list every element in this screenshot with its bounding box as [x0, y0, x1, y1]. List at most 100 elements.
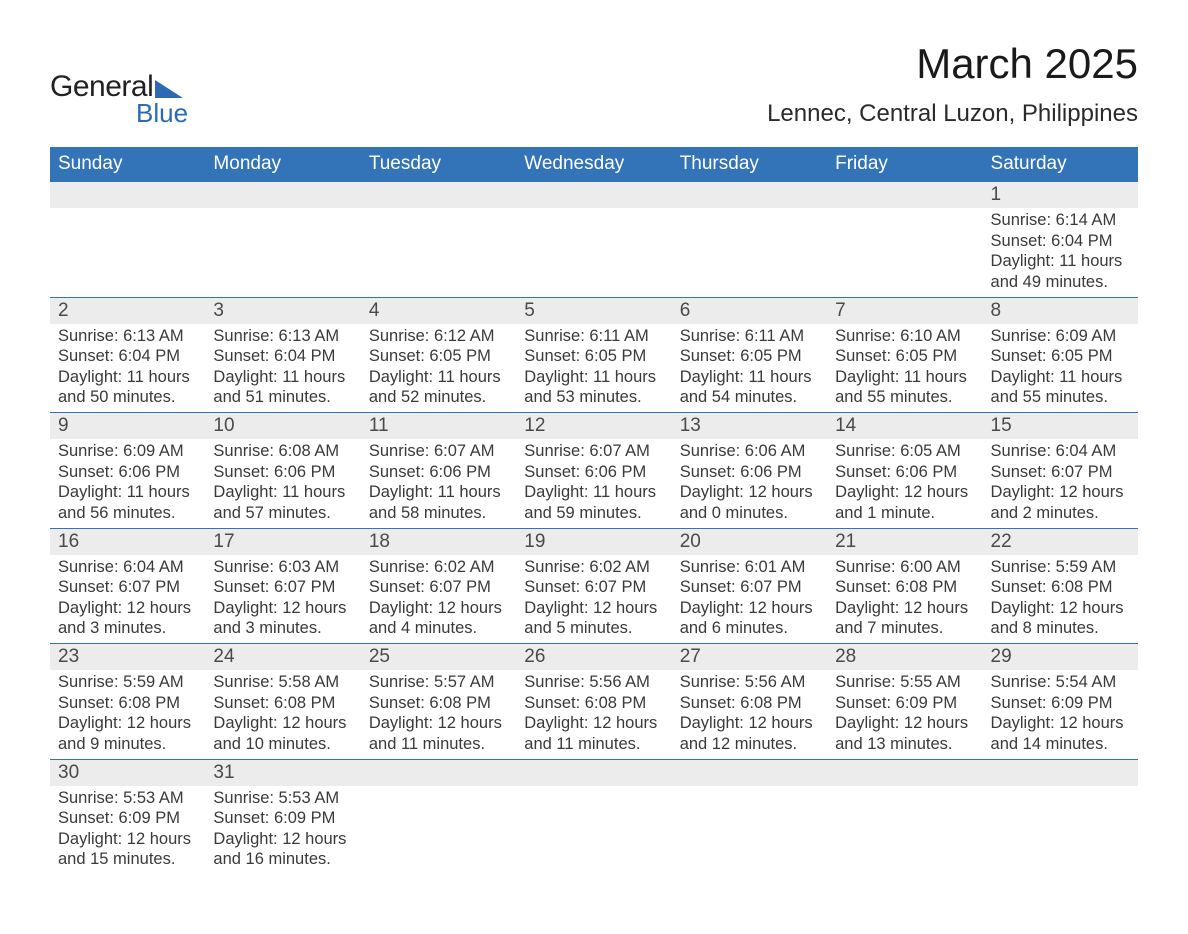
sunrise-text: Sunrise: 6:02 AM [369, 557, 508, 578]
day-number-cell [672, 182, 827, 209]
day-number-cell: 27 [672, 644, 827, 671]
daylight-text: and 4 minutes. [369, 618, 508, 639]
weekday-header-row: Sunday Monday Tuesday Wednesday Thursday… [50, 147, 1138, 182]
sunrise-text: Sunrise: 5:56 AM [680, 672, 819, 693]
daylight-text: and 16 minutes. [213, 849, 352, 870]
day-number-cell [516, 182, 671, 209]
day-number-cell: 18 [361, 528, 516, 555]
day-number-cell: 1 [983, 182, 1138, 209]
sunset-text: Sunset: 6:07 PM [369, 577, 508, 598]
sunset-text: Sunset: 6:09 PM [835, 693, 974, 714]
brand-blue: Blue [136, 98, 188, 129]
day-number-cell [983, 759, 1138, 786]
daylight-text: and 53 minutes. [524, 387, 663, 408]
sunset-text: Sunset: 6:05 PM [524, 346, 663, 367]
day-number-cell: 9 [50, 413, 205, 440]
daylight-text: and 10 minutes. [213, 734, 352, 755]
sunset-text: Sunset: 6:07 PM [680, 577, 819, 598]
day-detail-cell: Sunrise: 6:06 AMSunset: 6:06 PMDaylight:… [672, 439, 827, 528]
sunrise-text: Sunrise: 6:09 AM [991, 326, 1130, 347]
day-number-cell [672, 759, 827, 786]
day-number-cell: 16 [50, 528, 205, 555]
sunset-text: Sunset: 6:06 PM [58, 462, 197, 483]
day-detail-cell: Sunrise: 5:54 AMSunset: 6:09 PMDaylight:… [983, 670, 1138, 759]
day-number-cell: 19 [516, 528, 671, 555]
sunset-text: Sunset: 6:06 PM [835, 462, 974, 483]
sunset-text: Sunset: 6:08 PM [213, 693, 352, 714]
sunset-text: Sunset: 6:09 PM [991, 693, 1130, 714]
daylight-text: and 56 minutes. [58, 503, 197, 524]
sunset-text: Sunset: 6:09 PM [58, 808, 197, 829]
daylight-text: and 9 minutes. [58, 734, 197, 755]
header-bar: General Blue March 2025 Lennec, Central … [50, 40, 1138, 129]
detail-row: Sunrise: 6:13 AMSunset: 6:04 PMDaylight:… [50, 324, 1138, 413]
day-number-cell: 3 [205, 297, 360, 324]
daylight-text: and 7 minutes. [835, 618, 974, 639]
daylight-text: Daylight: 12 hours [213, 598, 352, 619]
day-detail-cell [205, 208, 360, 297]
day-number-cell [361, 182, 516, 209]
day-detail-cell: Sunrise: 6:05 AMSunset: 6:06 PMDaylight:… [827, 439, 982, 528]
daylight-text: and 52 minutes. [369, 387, 508, 408]
daylight-text: Daylight: 12 hours [835, 598, 974, 619]
daylight-text: Daylight: 11 hours [58, 482, 197, 503]
daylight-text: and 1 minute. [835, 503, 974, 524]
calendar-table: Sunday Monday Tuesday Wednesday Thursday… [50, 147, 1138, 874]
daylight-text: Daylight: 11 hours [835, 367, 974, 388]
weekday-header: Saturday [983, 147, 1138, 182]
daylight-text: and 15 minutes. [58, 849, 197, 870]
day-number-cell: 23 [50, 644, 205, 671]
daylight-text: and 5 minutes. [524, 618, 663, 639]
daylight-text: Daylight: 12 hours [991, 482, 1130, 503]
day-number-cell: 8 [983, 297, 1138, 324]
day-detail-cell: Sunrise: 6:12 AMSunset: 6:05 PMDaylight:… [361, 324, 516, 413]
daylight-text: Daylight: 12 hours [991, 713, 1130, 734]
daylight-text: and 11 minutes. [524, 734, 663, 755]
day-detail-cell: Sunrise: 5:58 AMSunset: 6:08 PMDaylight:… [205, 670, 360, 759]
detail-row: Sunrise: 6:04 AMSunset: 6:07 PMDaylight:… [50, 555, 1138, 644]
sunrise-text: Sunrise: 5:58 AM [213, 672, 352, 693]
page-title: March 2025 [767, 40, 1138, 88]
daylight-text: Daylight: 12 hours [369, 713, 508, 734]
daynum-row: 23242526272829 [50, 644, 1138, 671]
sunrise-text: Sunrise: 6:12 AM [369, 326, 508, 347]
day-detail-cell [672, 208, 827, 297]
daylight-text: Daylight: 11 hours [991, 367, 1130, 388]
daynum-row: 1 [50, 182, 1138, 209]
daylight-text: Daylight: 12 hours [835, 713, 974, 734]
sunrise-text: Sunrise: 6:00 AM [835, 557, 974, 578]
brand-logo: General Blue [50, 70, 188, 129]
day-detail-cell [361, 786, 516, 875]
sunset-text: Sunset: 6:05 PM [680, 346, 819, 367]
day-detail-cell [672, 786, 827, 875]
daylight-text: Daylight: 12 hours [835, 482, 974, 503]
day-number-cell [827, 182, 982, 209]
daylight-text: Daylight: 11 hours [991, 251, 1130, 272]
day-number-cell: 28 [827, 644, 982, 671]
daylight-text: Daylight: 12 hours [991, 598, 1130, 619]
day-detail-cell: Sunrise: 6:08 AMSunset: 6:06 PMDaylight:… [205, 439, 360, 528]
daylight-text: and 50 minutes. [58, 387, 197, 408]
day-detail-cell: Sunrise: 5:59 AMSunset: 6:08 PMDaylight:… [50, 670, 205, 759]
day-number-cell: 4 [361, 297, 516, 324]
day-number-cell: 24 [205, 644, 360, 671]
day-number-cell: 29 [983, 644, 1138, 671]
weekday-header: Thursday [672, 147, 827, 182]
sunrise-text: Sunrise: 6:11 AM [524, 326, 663, 347]
title-block: March 2025 Lennec, Central Luzon, Philip… [767, 40, 1138, 128]
daylight-text: and 54 minutes. [680, 387, 819, 408]
daylight-text: Daylight: 12 hours [369, 598, 508, 619]
sunrise-text: Sunrise: 5:57 AM [369, 672, 508, 693]
day-detail-cell: Sunrise: 6:01 AMSunset: 6:07 PMDaylight:… [672, 555, 827, 644]
day-number-cell: 21 [827, 528, 982, 555]
sunset-text: Sunset: 6:04 PM [213, 346, 352, 367]
day-detail-cell: Sunrise: 6:14 AMSunset: 6:04 PMDaylight:… [983, 208, 1138, 297]
day-detail-cell: Sunrise: 6:02 AMSunset: 6:07 PMDaylight:… [516, 555, 671, 644]
weekday-header: Friday [827, 147, 982, 182]
sunrise-text: Sunrise: 6:09 AM [58, 441, 197, 462]
daylight-text: and 11 minutes. [369, 734, 508, 755]
daylight-text: and 12 minutes. [680, 734, 819, 755]
daylight-text: Daylight: 12 hours [213, 829, 352, 850]
sunset-text: Sunset: 6:06 PM [680, 462, 819, 483]
daylight-text: and 55 minutes. [835, 387, 974, 408]
